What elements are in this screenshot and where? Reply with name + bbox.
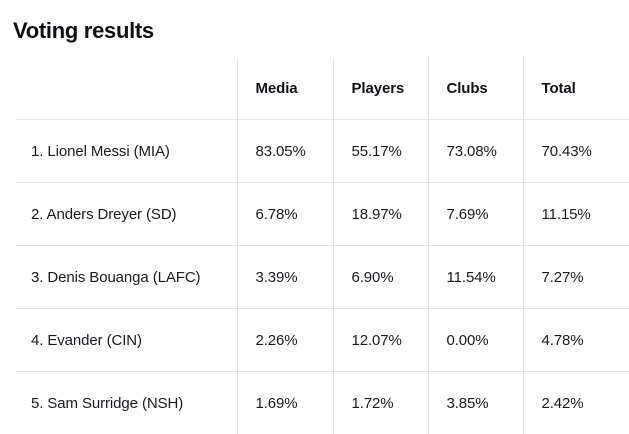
players-value-cell: 18.97% (333, 183, 428, 246)
table-row: 3. Denis Bouanga (LAFC) 3.39% 6.90% 11.5… (16, 246, 629, 309)
media-value-cell: 1.69% (237, 372, 333, 434)
total-value-cell: 11.15% (523, 183, 629, 246)
clubs-value-cell: 11.54% (428, 246, 523, 309)
clubs-value-cell: 7.69% (428, 183, 523, 246)
clubs-value-cell: 0.00% (428, 309, 523, 372)
player-name-cell: 2. Anders Dreyer (SD) (16, 183, 237, 246)
page-title: Voting results (13, 17, 629, 44)
players-value-cell: 1.72% (333, 372, 428, 434)
table-row: 4. Evander (CIN) 2.26% 12.07% 0.00% 4.78… (16, 309, 629, 372)
players-value-cell: 6.90% (333, 246, 428, 309)
header-players: Players (333, 58, 428, 120)
table-header-row: Media Players Clubs Total (16, 58, 629, 120)
table-row: 2. Anders Dreyer (SD) 6.78% 18.97% 7.69%… (16, 183, 629, 246)
media-value-cell: 2.26% (237, 309, 333, 372)
players-value-cell: 55.17% (333, 120, 428, 183)
players-value-cell: 12.07% (333, 309, 428, 372)
media-value-cell: 83.05% (237, 120, 333, 183)
header-player (16, 58, 237, 120)
player-name-cell: 4. Evander (CIN) (16, 309, 237, 372)
table-row: 1. Lionel Messi (MIA) 83.05% 55.17% 73.0… (16, 120, 629, 183)
player-name-cell: 3. Denis Bouanga (LAFC) (16, 246, 237, 309)
table-row: 5. Sam Surridge (NSH) 1.69% 1.72% 3.85% … (16, 372, 629, 434)
player-name-cell: 1. Lionel Messi (MIA) (16, 120, 237, 183)
header-media: Media (237, 58, 333, 120)
total-value-cell: 7.27% (523, 246, 629, 309)
total-value-cell: 4.78% (523, 309, 629, 372)
total-value-cell: 70.43% (523, 120, 629, 183)
media-value-cell: 6.78% (237, 183, 333, 246)
voting-results-table: Media Players Clubs Total 1. Lionel Mess… (16, 58, 629, 434)
media-value-cell: 3.39% (237, 246, 333, 309)
header-clubs: Clubs (428, 58, 523, 120)
clubs-value-cell: 3.85% (428, 372, 523, 434)
total-value-cell: 2.42% (523, 372, 629, 434)
player-name-cell: 5. Sam Surridge (NSH) (16, 372, 237, 434)
clubs-value-cell: 73.08% (428, 120, 523, 183)
header-total: Total (523, 58, 629, 120)
